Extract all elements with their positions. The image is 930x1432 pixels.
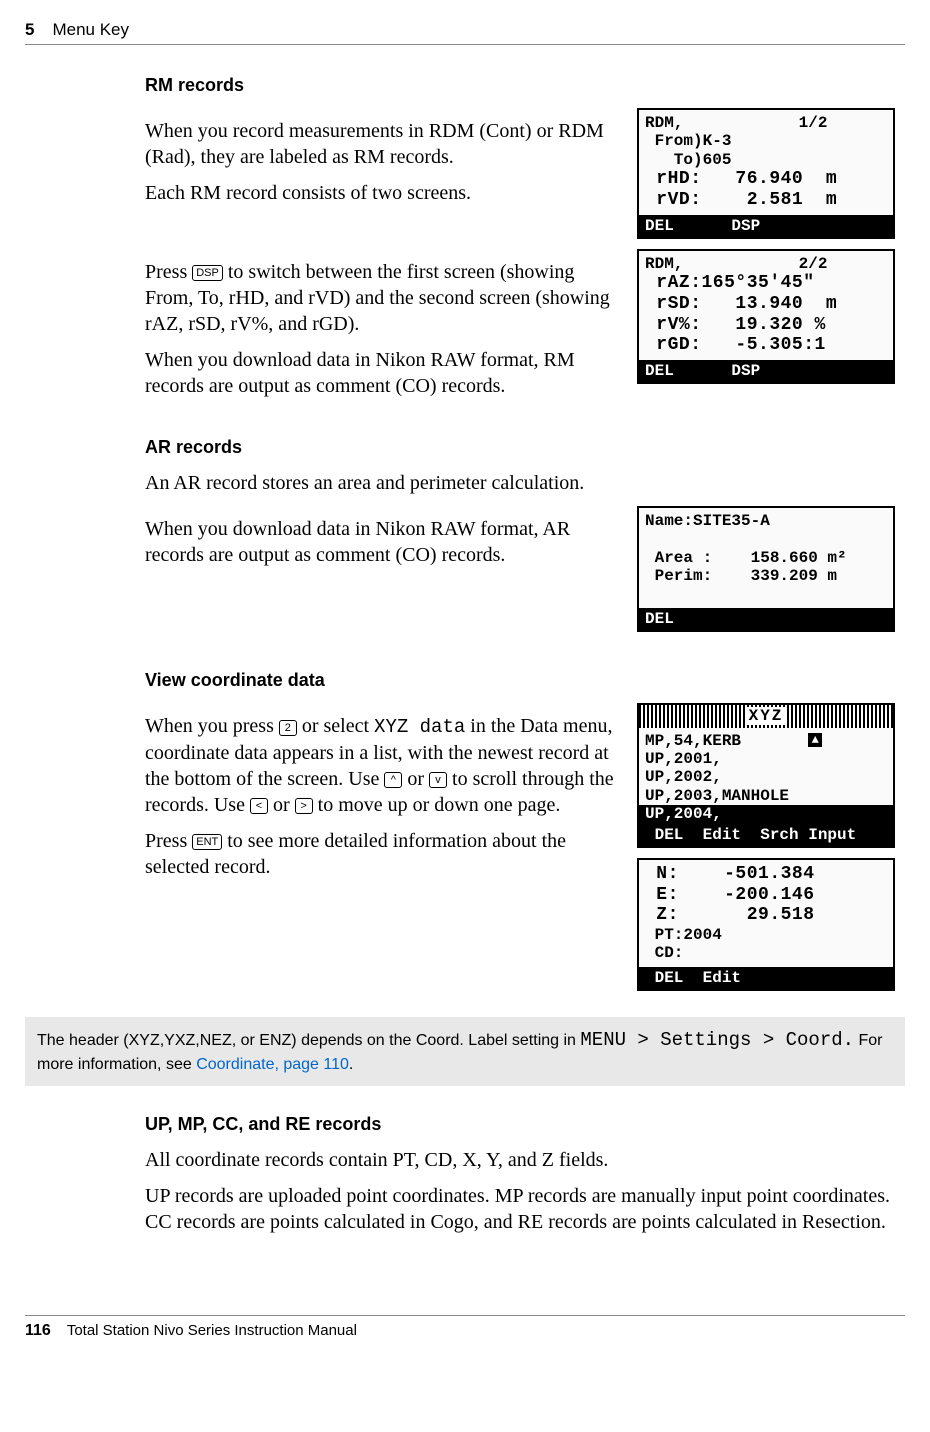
xyz-header: XYZ (639, 705, 893, 727)
content: RM records When you record measurements … (145, 75, 895, 1235)
xyz-detail-softkeys: DEL Edit (639, 967, 893, 989)
key-left: < (250, 798, 268, 814)
xyz-data-label: XYZ data (374, 716, 465, 738)
key-down: v (429, 772, 447, 788)
up-p2: UP records are uploaded point coordinate… (145, 1183, 895, 1235)
key-2: 2 (279, 720, 297, 736)
page-footer: 116 Total Station Nivo Series Instructio… (25, 1315, 905, 1340)
view-p2: Press ENT to see more detailed informati… (145, 828, 619, 880)
menu-path: MENU > Settings > Coord. (580, 1029, 854, 1051)
dsp-key: DSP (192, 265, 223, 281)
xyz-list-softkeys: DEL Edit Srch Input (639, 824, 893, 846)
ar-block: When you download data in Nikon RAW form… (145, 506, 895, 642)
xyz-detail-lcd: N: -501.384 E: -200.146 Z: 29.518 PT:200… (637, 858, 895, 991)
xyz-list-lcd: XYZ MP,54,KERB ▲ UP,2001, UP,2002, UP,20… (637, 703, 895, 848)
ar-p1: An AR record stores an area and perimete… (145, 470, 895, 496)
ar-lcd: Name:SITE35-A Area : 158.660 m² Perim: 3… (637, 506, 895, 632)
rm-block-1: When you record measurements in RDM (Con… (145, 108, 895, 249)
key-right: > (295, 798, 313, 814)
key-up: ^ (384, 772, 402, 788)
view-heading: View coordinate data (145, 670, 895, 691)
view-p1: When you press 2 or select XYZ data in t… (145, 713, 619, 818)
key-ent: ENT (192, 834, 222, 850)
rm-lcd2-softkeys: DEL DSP (639, 360, 893, 382)
page: 5 Menu Key RM records When you record me… (0, 0, 930, 1380)
up-p1: All coordinate records contain PT, CD, X… (145, 1147, 895, 1173)
page-number: 116 (25, 1322, 51, 1340)
note-box: The header (XYZ,YXZ,NEZ, or ENZ) depends… (25, 1017, 905, 1086)
rm-block-2: Press DSP to switch between the first sc… (145, 249, 895, 409)
ar-heading: AR records (145, 437, 895, 458)
rm-lcd1-softkeys: DEL DSP (639, 215, 893, 237)
link-coordinate[interactable]: Coordinate, page 110 (196, 1056, 349, 1073)
selected-row: UP,2004, (639, 805, 893, 823)
rm-lcd-2: RDM, 2/2 rAZ:165°35'45" rSD: 13.940 m rV… (637, 249, 895, 385)
footer-title: Total Station Nivo Series Instruction Ma… (67, 1322, 357, 1339)
rm-p4: When you download data in Nikon RAW form… (145, 347, 619, 399)
chapter-number: 5 (25, 20, 34, 40)
rm-p1: When you record measurements in RDM (Con… (145, 118, 619, 170)
rm-heading: RM records (145, 75, 895, 96)
chapter-title: Menu Key (52, 20, 129, 40)
ar-p2: When you download data in Nikon RAW form… (145, 516, 619, 568)
ar-lcd-softkeys: DEL (639, 608, 893, 630)
rm-p3: Press DSP to switch between the first sc… (145, 259, 619, 337)
view-block: When you press 2 or select XYZ data in t… (145, 703, 895, 1001)
page-header: 5 Menu Key (25, 20, 905, 45)
rm-lcd-1: RDM, 1/2 From)K-3 To)605 rHD: 76.940 m r… (637, 108, 895, 239)
up-arrow-icon: ▲ (808, 733, 822, 747)
rm-p2: Each RM record consists of two screens. (145, 180, 619, 206)
up-heading: UP, MP, CC, and RE records (145, 1114, 895, 1135)
